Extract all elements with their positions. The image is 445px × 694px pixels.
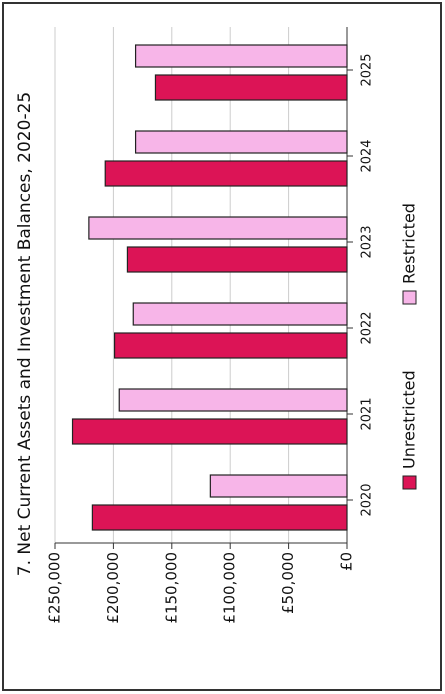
bar xyxy=(91,504,348,531)
y-tick-label: £0 xyxy=(338,552,356,571)
bar xyxy=(154,74,348,101)
x-tick-label: 2024 xyxy=(360,139,375,172)
y-tick-label: £150,000 xyxy=(162,552,180,624)
x-tick-label: 2025 xyxy=(360,53,375,86)
rotated-chart: 7. Net Current Assets and Investment Bal… xyxy=(15,27,419,624)
y-tick-label: £50,000 xyxy=(279,552,297,614)
legend-swatch xyxy=(402,475,417,490)
y-tick-label: £250,000 xyxy=(46,552,64,624)
legend-label: Restricted xyxy=(400,203,419,284)
bar xyxy=(88,216,348,240)
bar xyxy=(104,160,348,187)
bar xyxy=(209,474,348,498)
y-tick-label: £100,000 xyxy=(221,552,239,624)
x-tick-label: 2022 xyxy=(360,311,375,344)
bar xyxy=(132,302,348,326)
chart-title: 7. Net Current Assets and Investment Bal… xyxy=(15,92,35,576)
bar xyxy=(113,332,348,359)
legend-label: Unrestricted xyxy=(400,370,419,469)
x-tick-label: 2020 xyxy=(360,483,375,516)
y-tick-label: £200,000 xyxy=(104,552,122,624)
bar xyxy=(134,44,348,68)
x-tick-label: 2021 xyxy=(360,397,375,430)
x-tick-label: 2023 xyxy=(360,225,375,258)
bar xyxy=(118,388,348,412)
bar xyxy=(126,246,348,273)
legend-swatch xyxy=(402,290,417,305)
bar xyxy=(71,418,348,445)
bar xyxy=(134,130,348,154)
